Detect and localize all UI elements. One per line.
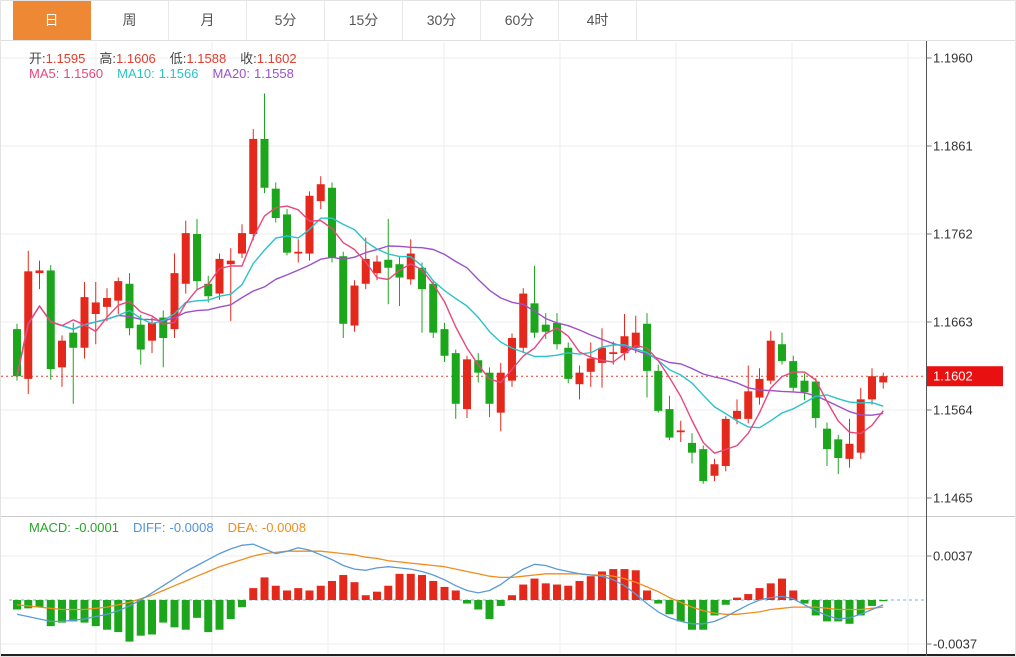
macd-legend: MACD: -0.0001 DIFF: -0.0008 DEA: -0.0008 xyxy=(29,520,320,535)
price-axis: 1.1960 1.1861 1.1762 1.1663 1.1564 1.1465 0.00… xyxy=(926,51,977,652)
tab-period-3[interactable]: 5分 xyxy=(247,1,325,40)
low-label: 低: xyxy=(169,51,187,66)
tab-period-4[interactable]: 15分 xyxy=(325,1,403,40)
high-value: 1.1606 xyxy=(116,51,156,66)
close-value: 1.1602 xyxy=(256,51,297,66)
current-price-badge: 1.1602 xyxy=(927,366,1003,387)
low-value: 1.1588 xyxy=(186,51,227,66)
ma10-label: MA10: xyxy=(117,66,155,81)
dea-label: DEA: xyxy=(227,520,258,535)
tab-period-5[interactable]: 30分 xyxy=(403,1,481,40)
tab-period-0[interactable]: 日 xyxy=(13,1,91,40)
svg-text:1.1762: 1.1762 xyxy=(933,227,973,242)
diff-value: -0.0008 xyxy=(169,520,214,535)
dea-value: -0.0008 xyxy=(261,520,307,535)
period-tab-bar: 日周月 5分 15分 30分 60分 4时 xyxy=(1,1,1015,41)
svg-text:1.1465: 1.1465 xyxy=(933,491,973,506)
svg-text:1.1602: 1.1602 xyxy=(933,369,973,384)
tab-period-2[interactable]: 月 xyxy=(169,1,247,40)
ohlc-legend: 开:1.1595 高:1.1606 低:1.1588 收:1.1602 xyxy=(29,48,311,67)
close-label: 收: xyxy=(240,51,257,66)
svg-text:0.0037: 0.0037 xyxy=(933,549,973,564)
macd-lines-layer xyxy=(16,543,884,625)
main-chart[interactable]: 1.1960 1.1861 1.1762 1.1663 1.1564 1.1465 0.00… xyxy=(1,41,1016,657)
ma-lines-layer xyxy=(16,205,884,454)
grid-layer xyxy=(1,42,927,655)
tab-period-7[interactable]: 4时 xyxy=(559,1,637,40)
frame-layer xyxy=(1,41,1015,656)
svg-text:1.1663: 1.1663 xyxy=(933,315,973,330)
svg-text:-0.0037: -0.0037 xyxy=(933,637,977,652)
tab-period-6[interactable]: 60分 xyxy=(481,1,559,40)
tab-period-1[interactable]: 周 xyxy=(91,1,169,40)
ma5-label: MA5: xyxy=(29,66,60,81)
macd-label: MACD: xyxy=(29,520,71,535)
svg-text:1.1564: 1.1564 xyxy=(933,403,973,418)
ma20-label: MA20: xyxy=(212,66,251,81)
macd-histogram-layer xyxy=(13,569,888,642)
ma5-value: 1.1560 xyxy=(63,66,104,81)
macd-value: -0.0001 xyxy=(74,520,119,535)
svg-text:1.1861: 1.1861 xyxy=(933,139,973,154)
svg-text:1.1960: 1.1960 xyxy=(933,51,973,66)
diff-label: DIFF: xyxy=(132,520,166,535)
open-value: 1.1595 xyxy=(45,51,86,66)
ma20-value: 1.1558 xyxy=(254,66,294,81)
ma10-value: 1.1566 xyxy=(158,66,199,81)
candlestick-layer xyxy=(13,93,888,484)
open-label: 开: xyxy=(29,51,46,66)
ma-legend: MA5: 1.1560 MA10: 1.1566 MA20: 1.1558 xyxy=(29,66,308,81)
high-label: 高: xyxy=(99,51,117,66)
